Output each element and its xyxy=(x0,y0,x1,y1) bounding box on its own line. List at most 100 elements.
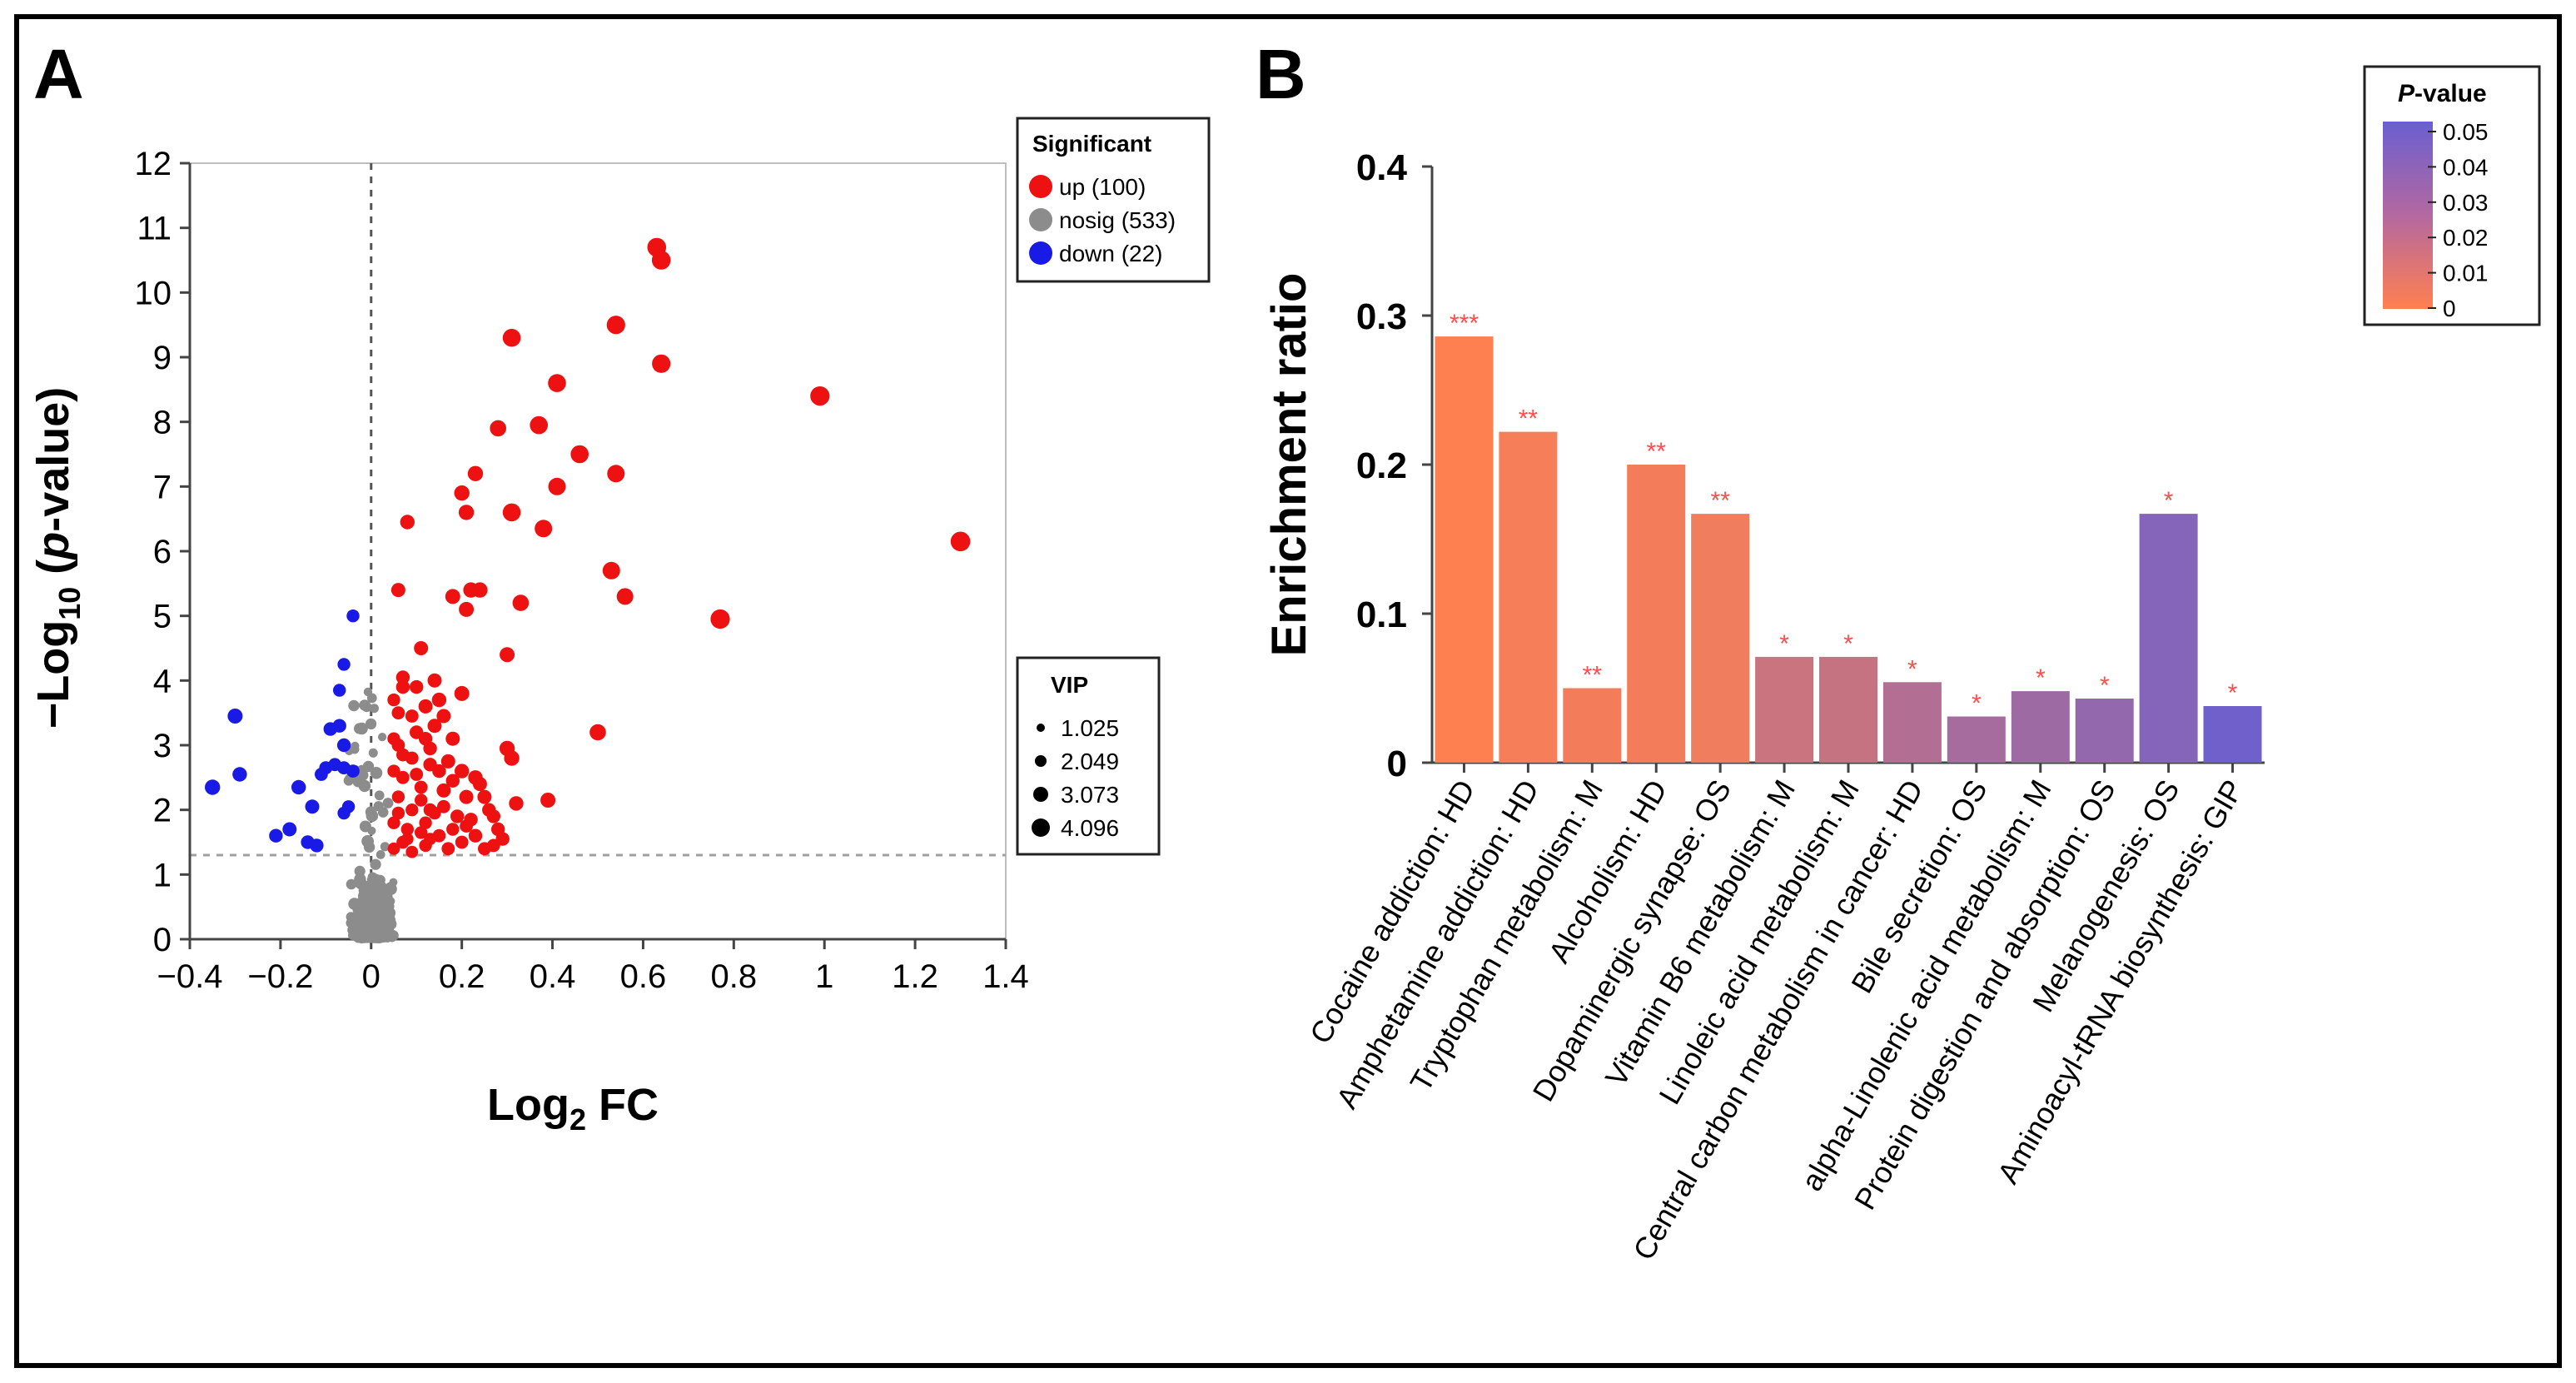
up-point xyxy=(502,503,521,522)
up-point xyxy=(445,589,460,604)
up-point xyxy=(509,796,524,811)
vip-label-3: 3.073 xyxy=(1061,782,1119,808)
nosig-point xyxy=(367,720,376,729)
down-point xyxy=(305,799,320,814)
up-point xyxy=(440,754,455,769)
nosig-point xyxy=(382,798,394,808)
down-point xyxy=(227,709,243,724)
nosig-point xyxy=(380,842,390,852)
up-point xyxy=(607,465,625,483)
up-point xyxy=(651,251,671,270)
a-xtick-label: 1 xyxy=(815,958,833,995)
down-point xyxy=(346,609,360,623)
up-point xyxy=(472,582,488,598)
nosig-point xyxy=(368,748,378,758)
significance-stars: * xyxy=(2228,679,2238,707)
up-point xyxy=(437,799,450,813)
up-point xyxy=(548,477,566,495)
enrichment-bar xyxy=(1882,682,1942,763)
legend-down-label: down (22) xyxy=(1059,241,1163,266)
nosig-point xyxy=(378,733,387,742)
down-point xyxy=(291,779,306,795)
enrichment-bar xyxy=(1435,336,1494,763)
xlabel-main: Log xyxy=(487,1080,569,1130)
significance-stars: * xyxy=(2100,672,2110,699)
panel-b-y-ticks: 0 0.1 0.2 0.3 0.4 xyxy=(1356,147,1432,784)
up-point xyxy=(468,828,483,843)
xlabel-subscript: 2 xyxy=(569,1102,586,1137)
up-point xyxy=(418,732,433,746)
up-point xyxy=(540,793,556,808)
up-point xyxy=(436,783,451,798)
enrichment-bar xyxy=(1563,688,1622,763)
up-point xyxy=(455,764,470,779)
a-ytick-label: 12 xyxy=(135,146,172,182)
nosig-point xyxy=(352,775,365,788)
panel-a-x-axis-label: Log2 FC xyxy=(487,1080,659,1137)
a-xtick-label: 1.4 xyxy=(982,958,1029,995)
nosig-point xyxy=(375,850,385,859)
pvalue-legend-ticks: 0.05 0.04 0.03 0.02 0.01 0 xyxy=(2428,119,2489,321)
a-ytick-label: 9 xyxy=(153,340,172,376)
significance-stars: ** xyxy=(1583,662,1603,689)
up-point xyxy=(414,641,429,655)
a-xtick-label: 0.8 xyxy=(711,958,758,995)
enrichment-bar xyxy=(2203,706,2262,763)
up-point xyxy=(459,789,474,804)
vip-legend-title: VIP xyxy=(1051,672,1088,698)
enrichment-bar xyxy=(1499,431,1558,763)
ylabel-italic-p: p xyxy=(28,532,78,561)
enrichment-bar xyxy=(1755,656,1814,763)
pvalue-legend-tick-label: 0.01 xyxy=(2443,261,2489,286)
down-point xyxy=(315,768,328,781)
up-point xyxy=(400,823,414,836)
down-point xyxy=(333,684,346,697)
down-point xyxy=(301,835,315,849)
vip-label-1: 1.025 xyxy=(1061,715,1119,741)
up-point xyxy=(460,819,473,833)
up-point xyxy=(431,692,447,708)
panel-b-y-axis-label: Enrichment ratio xyxy=(1262,273,1316,657)
panel-a-letter: A xyxy=(33,35,84,113)
legend-up-label: up (100) xyxy=(1059,174,1146,200)
a-ytick-label: 3 xyxy=(153,728,172,764)
nosig-point xyxy=(359,699,370,711)
b-ytick-label: 0 xyxy=(1387,744,1407,784)
pvalue-colorbar xyxy=(2383,122,2433,309)
nosig-point xyxy=(366,809,379,823)
nosig-point xyxy=(350,744,360,754)
up-point xyxy=(427,673,442,688)
nosig-point xyxy=(370,704,379,714)
ylabel-subscript: 10 xyxy=(52,587,87,620)
nosig-point xyxy=(385,902,395,911)
up-point xyxy=(454,485,470,501)
a-xtick-label: −0.2 xyxy=(247,958,313,995)
up-point xyxy=(486,838,500,853)
down-point xyxy=(282,822,297,837)
pvalue-legend-title: P-value xyxy=(2398,80,2487,107)
up-point xyxy=(445,731,460,746)
up-point xyxy=(405,803,419,817)
up-point xyxy=(500,647,515,663)
up-point xyxy=(467,465,484,481)
vip-label-2: 2.049 xyxy=(1061,749,1119,774)
vip-marker-2 xyxy=(1035,755,1047,767)
up-point xyxy=(387,732,400,745)
b-ytick-label: 0.3 xyxy=(1356,296,1407,337)
vip-marker-1 xyxy=(1037,724,1045,732)
up-point xyxy=(415,793,428,807)
up-point xyxy=(427,719,442,734)
ylabel-prefix: −Log xyxy=(28,620,78,729)
up-point xyxy=(530,415,548,435)
significance-stars: * xyxy=(2036,664,2046,692)
nosig-point xyxy=(374,790,385,801)
a-xtick-label: 0.6 xyxy=(620,958,667,995)
pvalue-legend-tick-label: 0.02 xyxy=(2443,225,2489,251)
significance-legend-title: Significant xyxy=(1032,131,1151,157)
up-point xyxy=(589,724,606,741)
enrichment-bar xyxy=(1691,514,1750,763)
up-point xyxy=(395,670,410,684)
up-point xyxy=(512,594,530,611)
up-point xyxy=(482,803,496,817)
enrichment-bar xyxy=(1819,656,1877,763)
